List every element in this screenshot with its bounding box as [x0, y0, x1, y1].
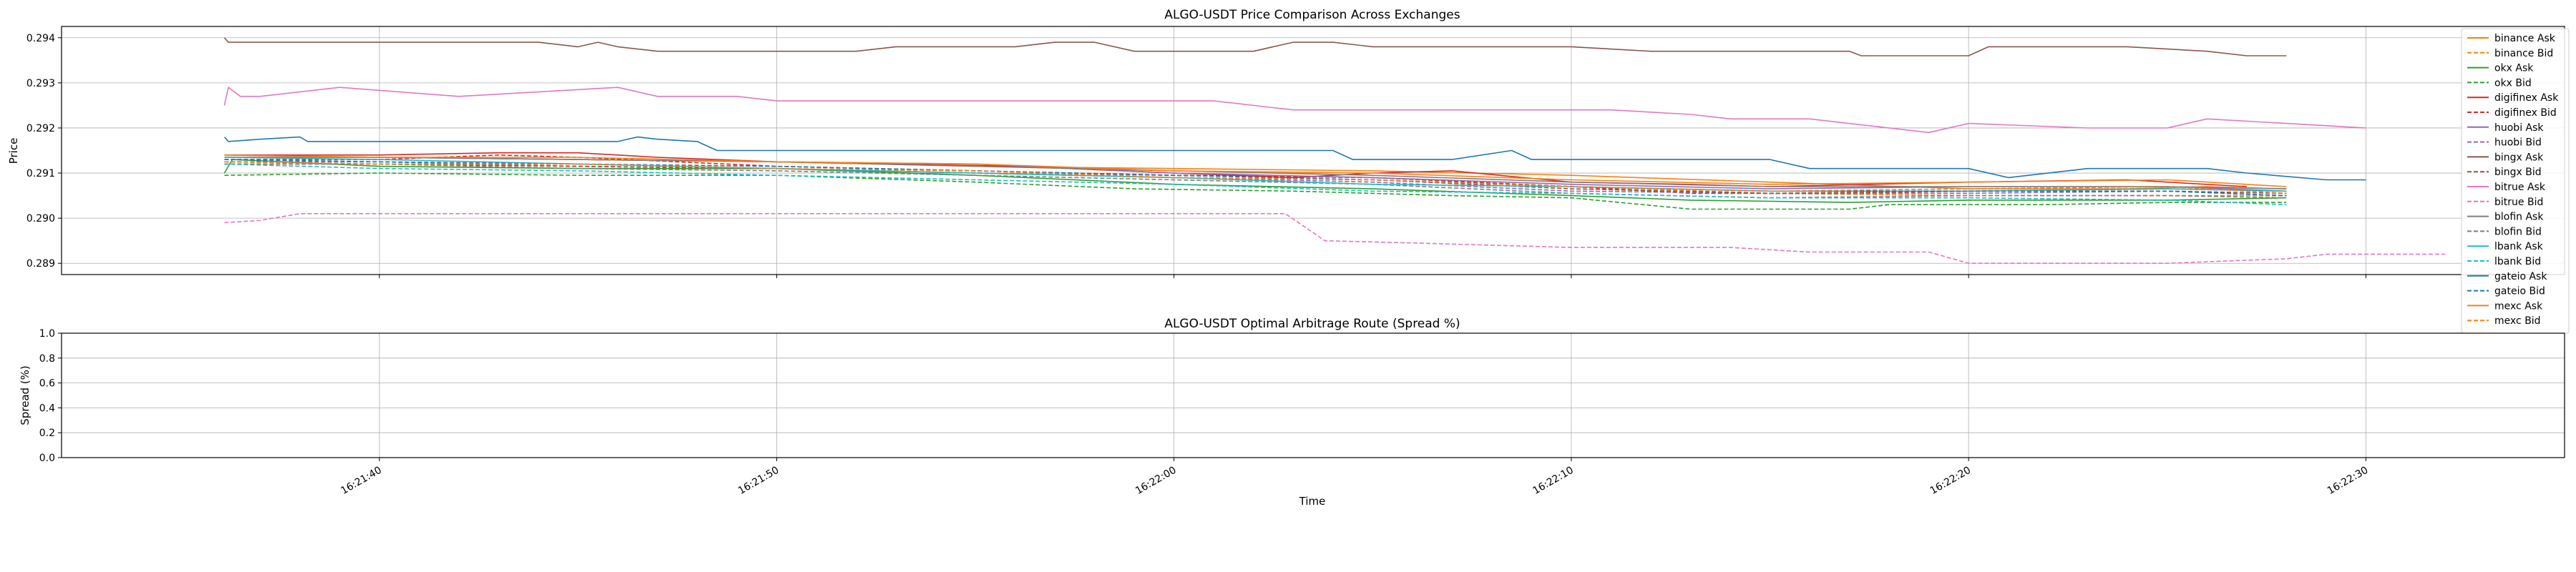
series-line-bitrue-bid [224, 212, 2446, 265]
legend-label: blofin Ask [2494, 212, 2544, 223]
chart-title: ALGO-USDT Optimal Arbitrage Route (Sprea… [1164, 317, 1460, 331]
y-tick-label: 0.293 [26, 78, 55, 89]
y-axis-ticks: 0.0 0.2 0.4 0.6 0.8 1.0 [39, 328, 62, 464]
series-line-lbank-bid [224, 163, 2287, 205]
legend-label: bingx Ask [2494, 152, 2544, 163]
x-tick-label: 16:22:20 [1928, 465, 1973, 497]
legend-label: huobi Bid [2494, 137, 2542, 149]
y-tick-label: 0.4 [39, 403, 55, 414]
x-axis-ticks [379, 275, 2366, 278]
plot-area-frame [61, 332, 2565, 458]
legend-label: bitrue Bid [2494, 197, 2543, 208]
y-tick-label: 0.0 [39, 453, 55, 464]
legend-label: digifinex Bid [2494, 107, 2557, 119]
legend-label: binance Bid [2494, 48, 2553, 59]
price-comparison-chart: ALGO-USDT Price Comparison Across Exchan… [7, 8, 2570, 334]
y-tick-label: 0.290 [26, 213, 55, 225]
series-line-gateio-ask [224, 136, 2366, 181]
y-tick-label: 0.6 [39, 378, 55, 390]
legend-label: mexc Ask [2494, 300, 2543, 312]
chart-title: ALGO-USDT Price Comparison Across Exchan… [1164, 8, 1460, 22]
series-line-bitrue-ask [223, 87, 2366, 134]
grid [62, 26, 2565, 275]
legend-label: digifinex Ask [2494, 92, 2559, 104]
x-tick-label: 16:21:40 [339, 465, 384, 497]
legend-label: okx Ask [2494, 63, 2534, 74]
series-line-bingx-ask [224, 37, 2287, 56]
y-tick-label: 0.2 [39, 428, 55, 439]
x-tick-label: 16:22:10 [1531, 465, 1575, 497]
legend-label: blofin Bid [2494, 226, 2542, 237]
legend-label: gateio Bid [2494, 286, 2545, 297]
series-line-huobi-bid [224, 161, 2287, 197]
y-axis-label: Price [7, 138, 20, 164]
legend-label: okx Bid [2494, 77, 2532, 89]
y-axis-label: Spread (%) [19, 365, 31, 425]
y-tick-label: 0.294 [26, 33, 55, 44]
x-tick-label: 16:22:00 [1133, 465, 1178, 497]
legend-label: gateio Ask [2494, 271, 2547, 282]
series-line-blofin-ask [224, 157, 2287, 189]
series-line-okx-bid [224, 172, 2287, 210]
x-axis-ticks: 16:21:40 16:21:50 16:22:00 16:22:10 16:22:20… [339, 458, 2370, 497]
legend-label: binance Ask [2494, 33, 2556, 44]
y-tick-label: 0.289 [26, 258, 55, 270]
grid [62, 332, 2565, 458]
legend-label: lbank Ask [2494, 241, 2544, 252]
series-line-blofin-bid [224, 163, 2287, 199]
legend-label: bingx Bid [2494, 167, 2542, 178]
series-line-mexc-bid [224, 161, 2287, 194]
x-tick-label: 16:22:30 [2326, 465, 2370, 497]
y-tick-label: 0.292 [26, 123, 55, 134]
series-line-digifinex-bid [224, 154, 2287, 194]
x-axis-label: Time [1299, 495, 1326, 508]
legend-label: mexc Bid [2494, 315, 2541, 327]
legend: binance Ask binance Bid okx Ask okx Bid digi… [2461, 28, 2570, 334]
x-tick-label: 16:21:50 [736, 465, 781, 497]
legend-label: lbank Bid [2494, 256, 2541, 267]
spread-chart: ALGO-USDT Optimal Arbitrage Route (Sprea… [19, 317, 2565, 508]
legend-label: huobi Ask [2494, 122, 2544, 134]
legend-label: bitrue Ask [2494, 182, 2546, 193]
y-tick-label: 0.8 [39, 353, 55, 365]
series-line-okx-ask [223, 159, 2287, 203]
y-tick-label: 1.0 [39, 328, 55, 340]
y-tick-label: 0.291 [26, 168, 55, 179]
y-axis-ticks: 0.289 0.290 0.291 0.292 0.293 0.294 [26, 33, 62, 270]
series-line-mexc-ask [224, 154, 2287, 187]
series-group [223, 37, 2446, 265]
series-line-gateio-bid [224, 159, 2287, 197]
